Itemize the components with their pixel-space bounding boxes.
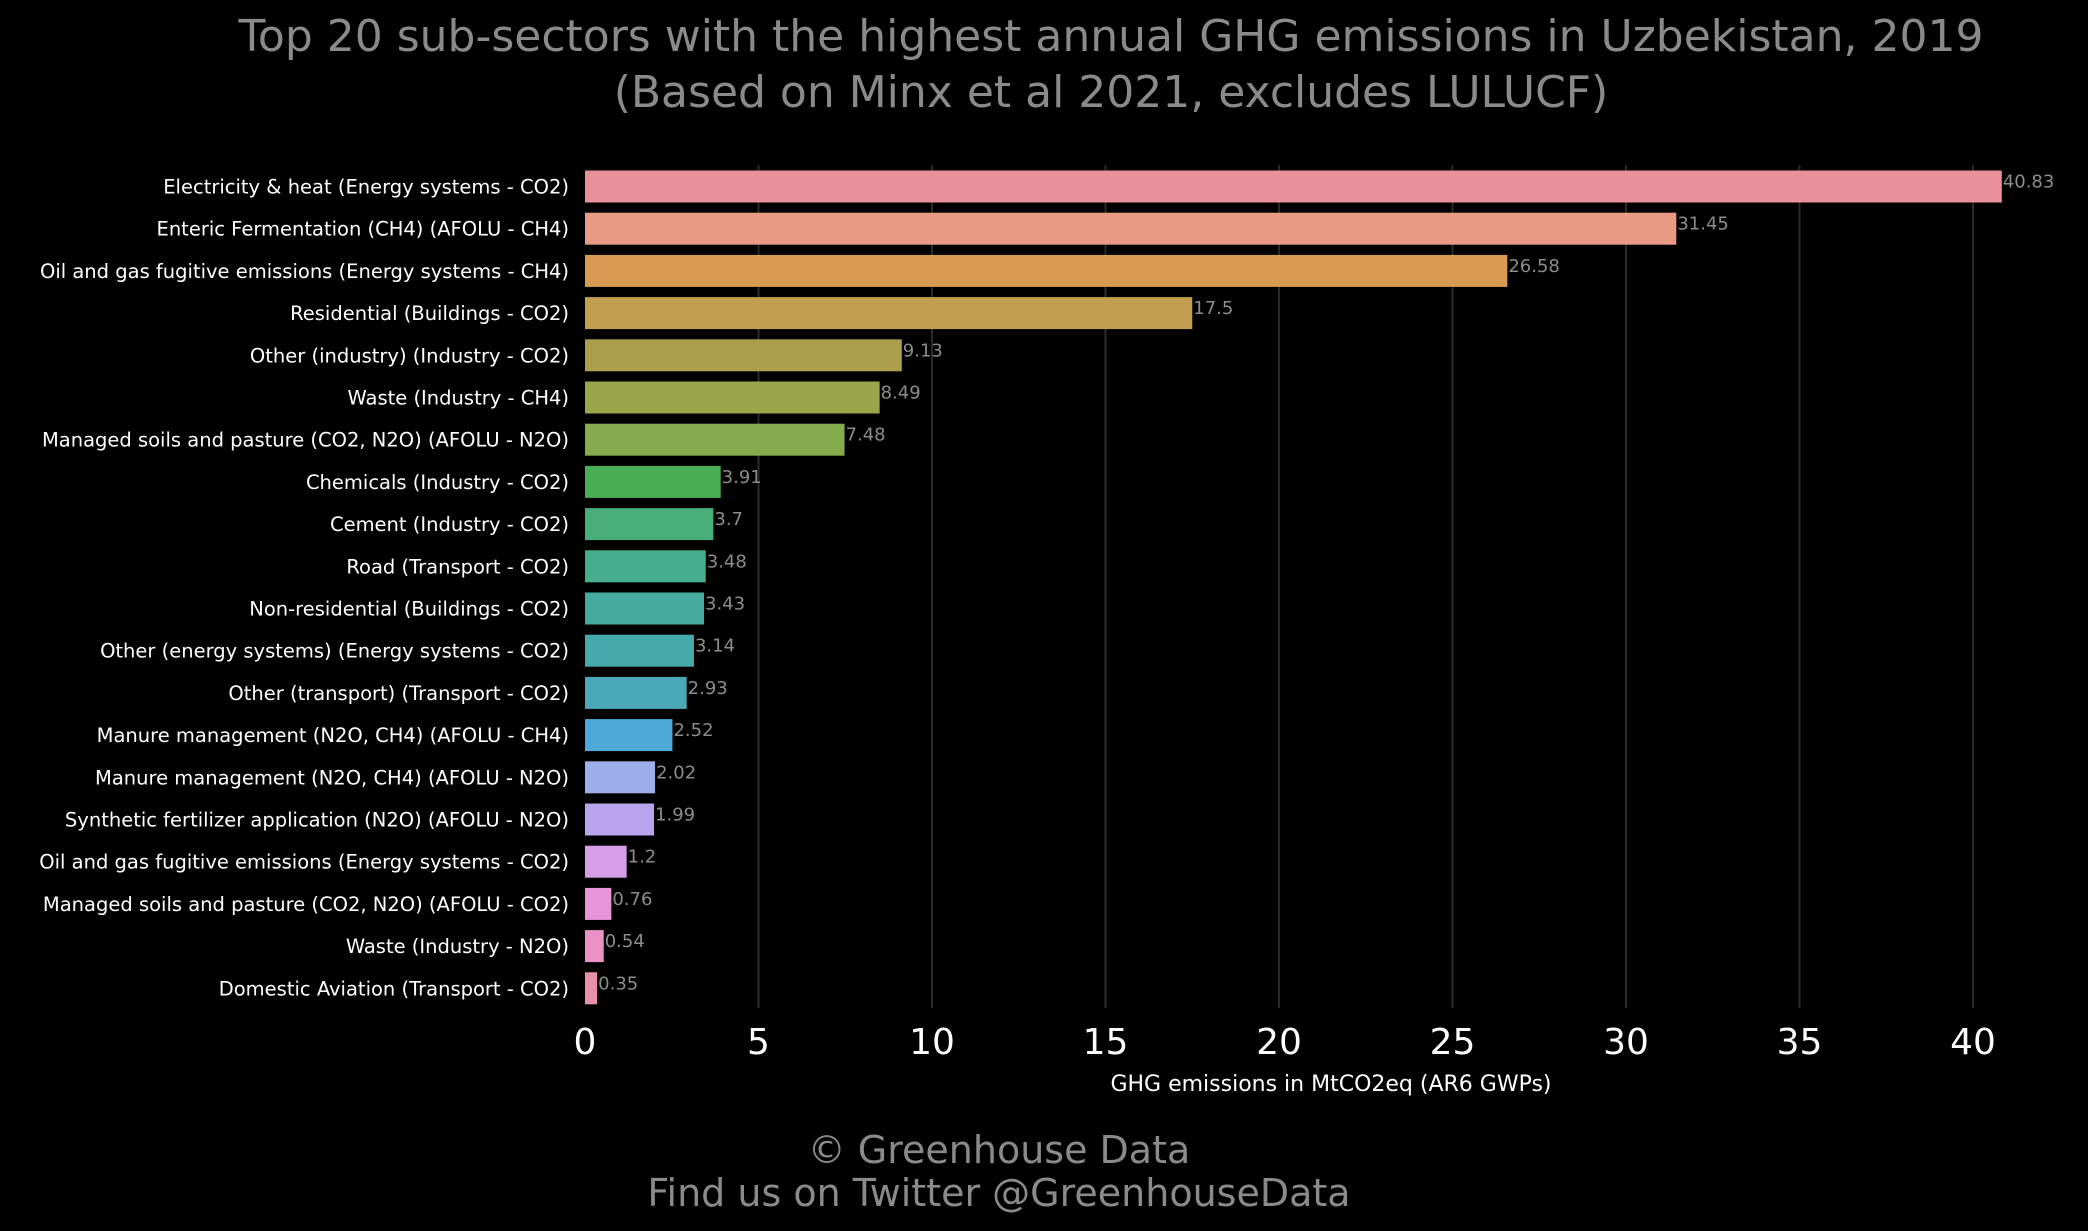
bar bbox=[585, 254, 1508, 287]
value-label: 1.2 bbox=[628, 847, 657, 868]
x-tick-label: 20 bbox=[1256, 1022, 1302, 1063]
category-label: Manure management (N2O, CH4) (AFOLU - N2… bbox=[95, 766, 569, 789]
value-label: 40.83 bbox=[2003, 172, 2055, 193]
value-label: 26.58 bbox=[1508, 256, 1560, 277]
category-label: Other (transport) (Transport - CO2) bbox=[228, 682, 569, 705]
x-tick-label: 10 bbox=[909, 1022, 955, 1063]
value-label: 8.49 bbox=[881, 383, 921, 404]
gridlines bbox=[757, 165, 1974, 1008]
value-label: 3.48 bbox=[707, 551, 747, 572]
category-label: Oil and gas fugitive emissions (Energy s… bbox=[39, 851, 569, 874]
bar bbox=[585, 845, 627, 878]
bar bbox=[585, 592, 705, 625]
category-labels: Electricity & heat (Energy systems - CO2… bbox=[39, 176, 569, 1001]
value-label: 0.76 bbox=[612, 889, 652, 910]
value-label: 3.43 bbox=[705, 594, 745, 615]
bar bbox=[585, 465, 721, 498]
x-tick-label: 0 bbox=[574, 1022, 597, 1063]
category-label: Managed soils and pasture (CO2, N2O) (AF… bbox=[43, 893, 569, 916]
category-label: Non-residential (Buildings - CO2) bbox=[249, 598, 569, 621]
category-label: Chemicals (Industry - CO2) bbox=[306, 471, 569, 494]
bar bbox=[585, 930, 604, 963]
bar bbox=[585, 719, 673, 752]
credit-line-2: Find us on Twitter @GreenhouseData bbox=[647, 1171, 1350, 1215]
category-label: Cement (Industry - CO2) bbox=[330, 513, 569, 536]
value-label: 0.35 bbox=[598, 973, 638, 994]
category-label: Electricity & heat (Energy systems - CO2… bbox=[163, 176, 569, 199]
bars-group bbox=[585, 170, 2002, 1005]
bar bbox=[585, 423, 845, 456]
bar bbox=[585, 170, 2002, 203]
x-axis-ticks: 0 5 10 15 20 25 30 35 40 bbox=[574, 1022, 1996, 1063]
bar bbox=[585, 634, 694, 667]
bar bbox=[585, 676, 687, 709]
bar bbox=[585, 297, 1193, 330]
bar bbox=[585, 550, 706, 583]
value-label: 17.5 bbox=[1193, 298, 1233, 319]
bar bbox=[585, 381, 880, 414]
category-label: Other (industry) (Industry - CO2) bbox=[250, 344, 569, 367]
category-label: Manure management (N2O, CH4) (AFOLU - CH… bbox=[97, 724, 569, 747]
category-label: Other (energy systems) (Energy systems -… bbox=[100, 640, 569, 663]
category-label: Synthetic fertilizer application (N2O) (… bbox=[65, 809, 569, 832]
category-label: Domestic Aviation (Transport - CO2) bbox=[219, 977, 569, 1000]
category-label: Managed soils and pasture (CO2, N2O) (AF… bbox=[42, 429, 569, 452]
x-tick-label: 35 bbox=[1777, 1022, 1823, 1063]
category-label: Waste (Industry - CH4) bbox=[347, 387, 569, 410]
value-label: 2.02 bbox=[656, 762, 696, 783]
x-tick-label: 25 bbox=[1430, 1022, 1476, 1063]
credit-line-1: © Greenhouse Data bbox=[808, 1128, 1191, 1172]
value-label: 1.99 bbox=[655, 805, 695, 826]
x-tick-label: 5 bbox=[747, 1022, 770, 1063]
value-label: 2.93 bbox=[688, 678, 728, 699]
category-label: Residential (Buildings - CO2) bbox=[290, 302, 569, 325]
value-label: 0.54 bbox=[605, 931, 645, 952]
bar bbox=[585, 972, 598, 1005]
value-label: 2.52 bbox=[673, 720, 713, 741]
x-tick-label: 40 bbox=[1950, 1022, 1996, 1063]
value-label: 7.48 bbox=[846, 425, 886, 446]
bar bbox=[585, 212, 1677, 245]
value-label: 3.91 bbox=[722, 467, 762, 488]
value-label: 3.7 bbox=[714, 509, 743, 530]
value-label: 31.45 bbox=[1677, 214, 1729, 235]
value-labels: 40.83 31.45 26.58 17.5 9.13 8.49 7.48 3.91 3.7 3.… bbox=[598, 172, 2054, 995]
chart-subtitle: (Based on Minx et al 2021, excludes LULU… bbox=[614, 67, 1609, 118]
x-axis-label: GHG emissions in MtCO2eq (AR6 GWPs) bbox=[1110, 1072, 1551, 1097]
bar bbox=[585, 887, 612, 920]
category-label: Enteric Fermentation (CH4) (AFOLU - CH4) bbox=[157, 218, 570, 241]
bar bbox=[585, 508, 714, 541]
bar bbox=[585, 803, 655, 836]
category-label: Oil and gas fugitive emissions (Energy s… bbox=[40, 260, 569, 283]
chart-title: Top 20 sub-sectors with the highest annu… bbox=[238, 11, 1984, 62]
category-label: Road (Transport - CO2) bbox=[346, 555, 569, 578]
category-label: Waste (Industry - N2O) bbox=[346, 935, 569, 958]
bar bbox=[585, 761, 656, 794]
value-label: 9.13 bbox=[903, 340, 943, 361]
bar bbox=[585, 339, 902, 372]
x-tick-label: 30 bbox=[1603, 1022, 1649, 1063]
value-label: 3.14 bbox=[695, 636, 735, 657]
x-tick-label: 15 bbox=[1083, 1022, 1129, 1063]
